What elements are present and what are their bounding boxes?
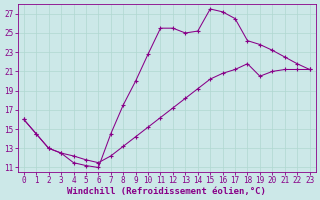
- X-axis label: Windchill (Refroidissement éolien,°C): Windchill (Refroidissement éolien,°C): [67, 187, 266, 196]
